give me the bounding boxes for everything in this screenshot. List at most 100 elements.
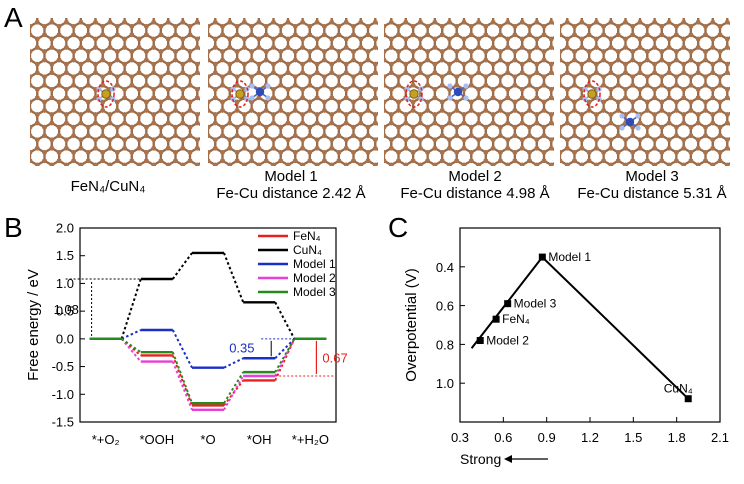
carbon-atom bbox=[462, 14, 467, 16]
carbon-atom bbox=[202, 75, 207, 80]
carbon-atom bbox=[351, 108, 356, 113]
carbon-atom bbox=[425, 74, 430, 80]
carbon-atom bbox=[314, 36, 320, 42]
carbon-atom bbox=[396, 124, 401, 130]
carbon-atom bbox=[187, 24, 193, 29]
carbon-atom bbox=[195, 162, 200, 166]
carbon-atom bbox=[165, 61, 171, 67]
carbon-atom bbox=[158, 57, 164, 63]
carbon-atom bbox=[549, 137, 554, 143]
carbon-atom bbox=[187, 99, 193, 105]
carbon-atom bbox=[447, 162, 452, 166]
carbon-atom bbox=[483, 49, 489, 54]
carbon-atom bbox=[115, 108, 120, 113]
carbon-atom bbox=[64, 162, 69, 166]
carbon-atom bbox=[78, 19, 84, 25]
carbon-atom bbox=[512, 133, 518, 138]
carbon-atom bbox=[35, 61, 40, 67]
carbon-atom bbox=[286, 14, 291, 16]
carbon-atom bbox=[410, 99, 416, 105]
carbon-atom bbox=[173, 150, 178, 155]
carbon-atom bbox=[534, 70, 540, 75]
carbon-atom bbox=[30, 57, 33, 63]
carbon-atom bbox=[358, 36, 364, 42]
carbon-atom bbox=[13, 75, 18, 80]
carbon-atom bbox=[512, 99, 518, 105]
carbon-atom bbox=[202, 83, 207, 88]
carbon-atom bbox=[180, 70, 186, 75]
carbon-atom bbox=[202, 49, 207, 54]
carbon-atom bbox=[13, 33, 18, 38]
carbon-atom bbox=[6, 14, 11, 16]
carbon-atom bbox=[35, 70, 40, 75]
carbon-atom bbox=[300, 95, 305, 101]
carbon-atom bbox=[257, 14, 262, 16]
carbon-atom bbox=[505, 95, 511, 101]
carbon-atom bbox=[498, 49, 503, 54]
copper-atom bbox=[255, 87, 265, 97]
carbon-atom bbox=[343, 120, 349, 126]
iron-atom bbox=[101, 89, 111, 99]
carbon-atom bbox=[20, 87, 25, 92]
carbon-atom bbox=[64, 171, 69, 176]
carbon-atom bbox=[336, 108, 342, 113]
carbon-atom bbox=[71, 24, 76, 29]
carbon-atom bbox=[210, 14, 215, 16]
carbon-atom bbox=[257, 14, 262, 16]
carbon-atom bbox=[195, 171, 200, 176]
carbon-atom bbox=[6, 112, 11, 117]
carbon-atom bbox=[144, 74, 149, 80]
carbon-atom bbox=[224, 14, 229, 16]
nitrogen-atom bbox=[463, 83, 469, 89]
carbon-atom bbox=[483, 158, 489, 164]
carbon-atom bbox=[469, 32, 474, 38]
carbon-atom bbox=[20, 163, 25, 168]
carbon-atom bbox=[50, 171, 55, 176]
carbon-atom bbox=[490, 45, 496, 50]
carbon-atom bbox=[173, 74, 178, 80]
carbon-atom bbox=[115, 124, 120, 130]
carbon-atom bbox=[202, 150, 207, 155]
carbon-atom bbox=[129, 57, 135, 63]
carbon-atom bbox=[158, 74, 164, 80]
carbon-atom bbox=[564, 14, 569, 16]
carbon-atom bbox=[122, 171, 127, 176]
carbon-atom bbox=[696, 14, 701, 16]
carbon-atom bbox=[447, 45, 452, 50]
carbon-atom bbox=[49, 112, 55, 117]
carbon-atom bbox=[173, 32, 178, 38]
carbon-atom bbox=[541, 24, 547, 29]
carbon-atom bbox=[329, 145, 335, 151]
carbon-atom bbox=[307, 24, 313, 29]
carbon-atom bbox=[490, 95, 496, 101]
carbon-atom bbox=[71, 82, 76, 88]
carbon-atom bbox=[107, 70, 113, 75]
carbon-atom bbox=[447, 120, 452, 126]
carbon-atom bbox=[20, 121, 25, 126]
carbon-atom bbox=[208, 24, 211, 29]
carbon-atom bbox=[56, 133, 62, 138]
carbon-atom bbox=[389, 137, 394, 143]
carbon-atom bbox=[50, 171, 55, 176]
carbon-atom bbox=[300, 45, 305, 50]
carbon-atom bbox=[115, 49, 120, 54]
carbon-atom bbox=[403, 145, 409, 151]
carbon-atom bbox=[396, 32, 401, 38]
carbon-atom bbox=[329, 14, 334, 16]
carbon-atom bbox=[322, 24, 327, 29]
carbon-atom bbox=[271, 137, 276, 143]
carbon-atom bbox=[536, 14, 541, 16]
carbon-atom bbox=[181, 14, 186, 16]
carbon-atom bbox=[20, 112, 25, 117]
carbon-atom bbox=[476, 145, 481, 151]
carbon-atom bbox=[534, 87, 540, 92]
carbon-atom bbox=[100, 124, 105, 130]
carbon-atom bbox=[71, 99, 76, 105]
carbon-atom bbox=[20, 112, 25, 117]
carbon-atom bbox=[439, 124, 445, 130]
carbon-atom bbox=[396, 49, 401, 54]
carbon-atom bbox=[20, 14, 25, 16]
carbon-atom bbox=[49, 70, 55, 75]
iron-atom bbox=[235, 89, 245, 99]
carbon-atom bbox=[384, 124, 387, 130]
